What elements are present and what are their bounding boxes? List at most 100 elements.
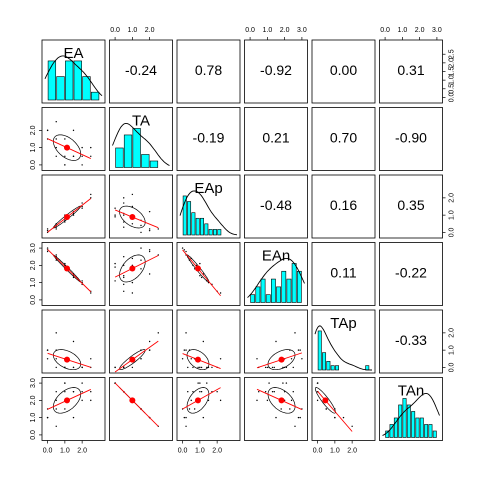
y-tick-label: 0.0 bbox=[448, 227, 455, 237]
histogram-bar bbox=[411, 411, 416, 438]
x-tick-label: 1.0 bbox=[195, 447, 205, 454]
histogram-bar bbox=[250, 294, 256, 303]
histogram-bar bbox=[317, 330, 322, 371]
scatter-point bbox=[275, 416, 277, 419]
scatter-point bbox=[256, 399, 258, 402]
scatter-point bbox=[148, 273, 151, 275]
x-tick-label: 2.0 bbox=[77, 447, 87, 454]
scatter-point bbox=[72, 276, 75, 279]
scatter-point bbox=[90, 292, 92, 294]
mean-point bbox=[278, 397, 285, 404]
scatter-point bbox=[200, 366, 203, 369]
scatter-point bbox=[188, 408, 191, 410]
correlation: 0.70 bbox=[330, 130, 357, 146]
mean-point bbox=[64, 214, 71, 221]
fit-line bbox=[182, 353, 221, 369]
histogram-bar bbox=[335, 365, 339, 371]
scatter-point bbox=[316, 399, 319, 402]
correlation: -0.33 bbox=[395, 332, 427, 348]
y-tick-label: 2.5 bbox=[448, 49, 455, 59]
y-tick-label: 3.0 bbox=[30, 243, 37, 253]
scatter-point bbox=[157, 332, 159, 334]
fit-line bbox=[114, 382, 159, 427]
scatter-point bbox=[72, 366, 75, 369]
panel bbox=[379, 107, 443, 171]
scatter-point bbox=[197, 382, 199, 384]
histogram-bar bbox=[149, 160, 159, 168]
scatter-point bbox=[46, 228, 49, 230]
scatter-point bbox=[55, 121, 57, 123]
panel bbox=[244, 174, 308, 239]
scatter-point bbox=[219, 399, 222, 402]
scatter-point bbox=[55, 228, 57, 230]
histogram-bar bbox=[217, 229, 222, 236]
correlation-ellipse bbox=[267, 349, 296, 371]
panel bbox=[311, 242, 376, 306]
scatter-point bbox=[185, 250, 187, 253]
scatter-point bbox=[211, 366, 213, 369]
scatter-point bbox=[264, 366, 267, 369]
histogram-bar bbox=[115, 147, 124, 168]
y-tick-label: 2.0 bbox=[30, 260, 37, 270]
scatter-point bbox=[219, 292, 222, 294]
mean-point bbox=[322, 397, 329, 404]
scatter-point bbox=[140, 268, 142, 270]
scatter-point bbox=[187, 366, 189, 369]
scatter-point bbox=[114, 280, 116, 282]
histogram-bar bbox=[141, 154, 150, 168]
scatter-point bbox=[81, 382, 83, 384]
scatter-point bbox=[148, 229, 151, 232]
x-tick-label: 0.0 bbox=[43, 447, 53, 454]
scatter-point bbox=[114, 366, 116, 369]
scatter-point bbox=[81, 391, 83, 393]
mean-point bbox=[64, 397, 71, 404]
scatter-point bbox=[206, 382, 208, 384]
panel bbox=[176, 174, 241, 239]
scatter-point bbox=[190, 358, 192, 360]
mean-point bbox=[278, 356, 285, 363]
scatter-point bbox=[114, 214, 116, 216]
panel bbox=[311, 107, 376, 171]
variable-name: TAp bbox=[330, 315, 356, 332]
panel bbox=[176, 309, 241, 374]
panel bbox=[176, 242, 241, 306]
histogram-bar bbox=[286, 278, 292, 303]
y-tick-label: 1.0 bbox=[448, 210, 455, 220]
panel bbox=[311, 377, 376, 441]
scatter-point bbox=[46, 229, 49, 232]
y-tick-label: 1.0 bbox=[30, 413, 37, 423]
scatter-point bbox=[202, 340, 205, 343]
scatter-point bbox=[55, 146, 57, 149]
x-tick-label: 1.0 bbox=[330, 447, 340, 454]
panel bbox=[176, 377, 241, 441]
scatter-point bbox=[72, 416, 75, 419]
panel bbox=[41, 39, 106, 104]
scatter-point bbox=[90, 146, 92, 149]
scatter-point bbox=[185, 416, 187, 419]
scatter-point bbox=[258, 391, 260, 393]
scatter-point bbox=[81, 155, 83, 157]
histogram-bar bbox=[90, 91, 100, 101]
scatter-point bbox=[256, 358, 258, 360]
scatter-point bbox=[131, 281, 134, 284]
histogram-bar bbox=[424, 424, 429, 438]
scatter-point bbox=[148, 249, 151, 251]
scatter-point bbox=[114, 216, 116, 218]
scatter-point bbox=[297, 416, 300, 419]
y-tick-label: 1.0 bbox=[30, 278, 37, 288]
scatter-point bbox=[46, 250, 49, 253]
variable-name: EAp bbox=[194, 180, 222, 197]
scatter-point bbox=[290, 399, 293, 402]
scatter-point bbox=[197, 366, 199, 369]
panel bbox=[244, 309, 308, 374]
fit-line bbox=[317, 391, 353, 432]
scatter-point bbox=[90, 358, 92, 360]
correlation: -0.92 bbox=[260, 62, 292, 78]
scatter-point bbox=[271, 366, 274, 369]
y-tick-label: 2.0 bbox=[448, 328, 455, 338]
scatter-point bbox=[342, 416, 345, 419]
correlation: -0.19 bbox=[193, 130, 225, 146]
histogram-bar bbox=[393, 417, 398, 438]
scatter-point bbox=[280, 408, 282, 410]
